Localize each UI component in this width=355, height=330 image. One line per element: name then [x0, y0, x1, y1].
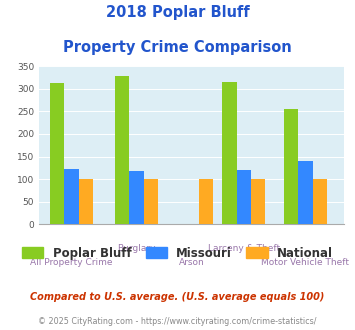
Text: Arson: Arson	[179, 258, 204, 267]
Text: Property Crime Comparison: Property Crime Comparison	[63, 40, 292, 55]
Bar	[199, 179, 213, 224]
Bar	[312, 179, 327, 224]
Text: Burglary: Burglary	[117, 244, 156, 253]
Bar	[50, 83, 64, 224]
Bar	[284, 109, 298, 224]
Bar	[251, 179, 265, 224]
Bar	[222, 82, 236, 224]
Bar	[298, 161, 312, 224]
Bar	[64, 169, 79, 224]
Text: © 2025 CityRating.com - https://www.cityrating.com/crime-statistics/: © 2025 CityRating.com - https://www.city…	[38, 317, 317, 326]
Text: All Property Crime: All Property Crime	[30, 258, 113, 267]
Text: Larceny & Theft: Larceny & Theft	[208, 244, 280, 253]
Bar	[236, 170, 251, 224]
Bar	[115, 76, 129, 224]
Bar	[79, 179, 93, 224]
Bar	[144, 179, 158, 224]
Text: Compared to U.S. average. (U.S. average equals 100): Compared to U.S. average. (U.S. average …	[30, 292, 325, 302]
Legend: Poplar Bluff, Missouri, National: Poplar Bluff, Missouri, National	[17, 242, 338, 264]
Bar	[129, 171, 144, 224]
Text: Motor Vehicle Theft: Motor Vehicle Theft	[261, 258, 349, 267]
Text: 2018 Poplar Bluff: 2018 Poplar Bluff	[106, 5, 249, 20]
